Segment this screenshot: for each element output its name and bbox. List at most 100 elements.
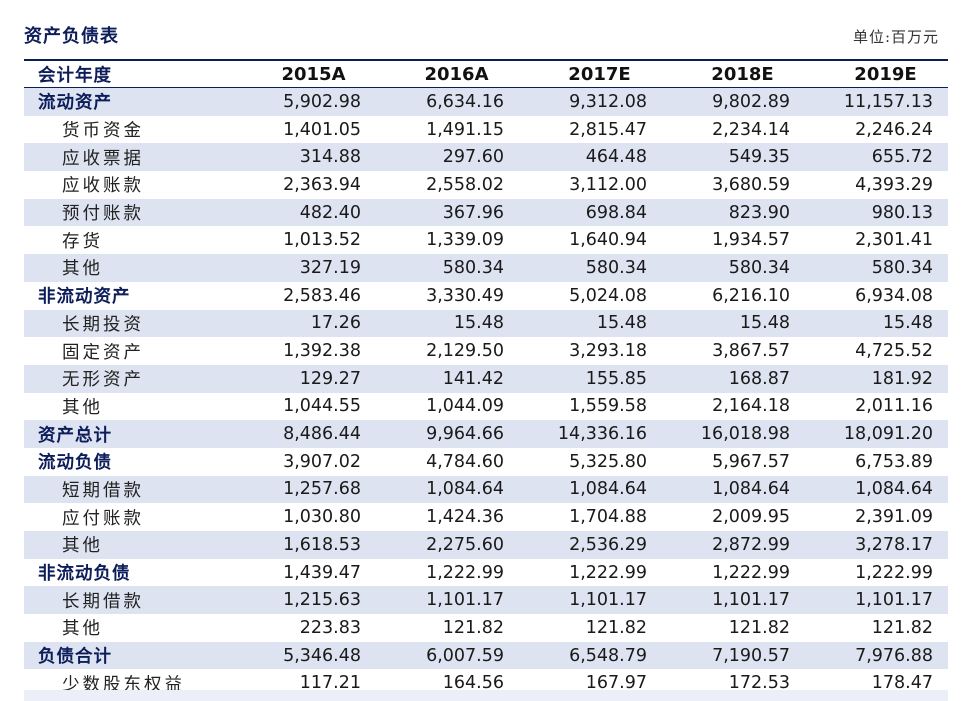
cell-value: 2,275.60 [426, 534, 504, 555]
cell-value: 1,084.64 [855, 479, 933, 500]
cell-value: 823.90 [728, 202, 790, 223]
table-row: 流动资产 5,902.98 6,634.16 9,312.08 9,802.89 11,1… [24, 88, 948, 116]
cell-value: 3,867.57 [712, 341, 790, 362]
cell-value: 1,101.17 [569, 590, 647, 611]
cell-value: 1,401.05 [283, 119, 361, 140]
table-row: 固定资产 1,392.38 2,129.50 3,293.18 3,867.57 4,72… [24, 337, 948, 365]
header-year: 2016A [424, 63, 489, 85]
cell-value: 1,934.57 [712, 230, 790, 251]
cell-value: 2,011.16 [855, 396, 933, 417]
cell-value: 2,129.50 [426, 341, 504, 362]
header-year: 2018E [711, 63, 774, 85]
table-row: 其他 1,044.55 1,044.09 1,559.58 2,164.18 2,011.… [24, 393, 948, 421]
cell-value: 178.47 [871, 673, 933, 694]
row-label: 资产总计 [38, 425, 112, 446]
cell-value: 15.48 [596, 313, 647, 334]
cell-value: 3,680.59 [712, 174, 790, 195]
table-row: 应收账款 2,363.94 2,558.02 3,112.00 3,680.59 4,39… [24, 171, 948, 199]
table-row: 应付账款 1,030.80 1,424.36 1,704.88 2,009.95 2,39… [24, 503, 948, 531]
row-label: 其他 [62, 259, 103, 280]
cell-value: 6,634.16 [426, 91, 504, 112]
cell-value: 1,030.80 [283, 507, 361, 528]
cell-value: 2,301.41 [855, 230, 933, 251]
cell-value: 1,101.17 [855, 590, 933, 611]
cell-value: 482.40 [299, 202, 361, 223]
row-label: 预付账款 [62, 204, 144, 225]
title-row: 资产负债表 单位:百万元 [24, 20, 939, 48]
cell-value: 2,583.46 [283, 285, 361, 306]
table-row: 非流动资产 2,583.46 3,330.49 5,024.08 6,216.10 6,9… [24, 282, 948, 310]
cell-value: 580.34 [442, 257, 504, 278]
row-label: 非流动资产 [38, 287, 131, 308]
row-label: 无形资产 [62, 370, 144, 391]
cell-value: 1,222.99 [712, 562, 790, 583]
cell-value: 1,618.53 [283, 534, 361, 555]
cell-value: 1,101.17 [712, 590, 790, 611]
cell-value: 2,246.24 [855, 119, 933, 140]
cell-value: 3,278.17 [855, 534, 933, 555]
cell-value: 5,325.80 [569, 451, 647, 472]
cell-value: 4,393.29 [855, 174, 933, 195]
cell-value: 121.82 [871, 617, 933, 638]
row-label: 应收账款 [62, 176, 144, 197]
row-label: 少数股东权益 [62, 674, 185, 695]
table-row: 长期借款 1,215.63 1,101.17 1,101.17 1,101.17 1,10… [24, 586, 948, 615]
cell-value: 580.34 [728, 257, 790, 278]
cell-value: 7,976.88 [855, 645, 933, 666]
cell-value: 2,363.94 [283, 174, 361, 195]
cell-value: 15.48 [882, 313, 933, 334]
cell-value: 1,257.68 [283, 479, 361, 500]
cell-value: 1,559.58 [569, 396, 647, 417]
cell-value: 698.84 [585, 202, 647, 223]
row-label: 其他 [62, 619, 103, 640]
cell-value: 1,640.94 [569, 230, 647, 251]
cell-value: 9,802.89 [712, 91, 790, 112]
table-row: 其他 327.19 580.34 580.34 580.34 580.34 [24, 254, 948, 282]
cell-value: 155.85 [585, 368, 647, 389]
cell-value: 6,216.10 [712, 285, 790, 306]
cell-value: 9,964.66 [426, 424, 504, 445]
balance-sheet-table: 会计年度 2015A 2016A 2017E 2018E 2019E 流动资产 5… [24, 59, 948, 697]
cell-value: 580.34 [585, 257, 647, 278]
cell-value: 1,084.64 [569, 479, 647, 500]
table-row: 流动负债 3,907.02 4,784.60 5,325.80 5,967.57 6,75… [24, 448, 948, 476]
cell-value: 1,339.09 [426, 230, 504, 251]
cell-value: 15.48 [739, 313, 790, 334]
cell-value: 5,902.98 [283, 91, 361, 112]
row-label: 流动负债 [38, 453, 112, 474]
cell-value: 2,558.02 [426, 174, 504, 195]
table-row: 无形资产 129.27 141.42 155.85 168.87 181.92 [24, 364, 948, 393]
cell-value: 1,101.17 [426, 590, 504, 611]
cell-value: 18,091.20 [843, 424, 933, 445]
table-title: 资产负债表 [24, 26, 119, 47]
table-row: 资产总计 8,486.44 9,964.66 14,336.16 16,018.98 18… [24, 420, 948, 448]
cropped-next-row [24, 690, 948, 701]
table-row: 负债合计 5,346.48 6,007.59 6,548.79 7,190.57 7,97… [24, 641, 948, 670]
row-label: 存货 [62, 231, 103, 252]
header-year: 2015A [281, 63, 346, 85]
cell-value: 655.72 [871, 147, 933, 168]
table-row: 少数股东权益 117.21 164.56 167.97 172.53 178.47 [24, 669, 948, 697]
cell-value: 2,164.18 [712, 396, 790, 417]
cell-value: 3,293.18 [569, 341, 647, 362]
row-label: 长期投资 [62, 314, 144, 335]
cell-value: 1,084.64 [712, 479, 790, 500]
row-label: 其他 [62, 397, 103, 418]
cell-value: 1,491.15 [426, 119, 504, 140]
cell-value: 2,391.09 [855, 507, 933, 528]
cell-value: 1,084.64 [426, 479, 504, 500]
header-year: 2019E [854, 63, 917, 85]
cell-value: 6,548.79 [569, 645, 647, 666]
cell-value: 6,753.89 [855, 451, 933, 472]
cell-value: 314.88 [299, 147, 361, 168]
cell-value: 6,007.59 [426, 645, 504, 666]
cell-value: 980.13 [871, 202, 933, 223]
cell-value: 5,024.08 [569, 285, 647, 306]
cell-value: 5,967.57 [712, 451, 790, 472]
table-row: 货币资金 1,401.05 1,491.15 2,815.47 2,234.14 2,24… [24, 116, 948, 144]
row-label: 货币资金 [62, 121, 144, 142]
cell-value: 1,439.47 [283, 562, 361, 583]
cell-value: 16,018.98 [700, 424, 790, 445]
cell-value: 367.96 [442, 202, 504, 223]
